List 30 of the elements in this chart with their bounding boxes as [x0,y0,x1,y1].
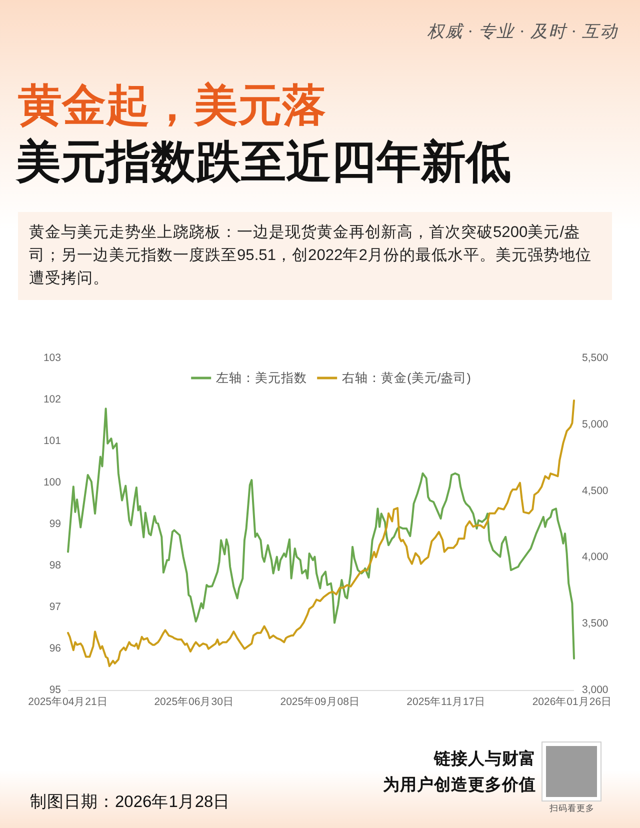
text: 扫码看更多 [548,803,596,814]
y-tick-label: 98 [49,560,62,572]
y2-tick-label: 3,000 [582,684,608,696]
y-tick-label: 100 [43,476,62,488]
y-tick-label: 96 [49,642,62,654]
text: 权威 · 专业 · 及时 · 互动 [426,21,618,43]
text: 链接人与财富 [434,749,536,769]
y-tick-label: 103 [43,352,62,364]
y-tick-label: 102 [43,394,62,406]
legend-label: 右轴：黄金(美元/盎司) [342,370,471,385]
text: 制图日期：2026年1月28日 [30,792,230,812]
y-tick-label: 95 [49,684,62,696]
legend-label: 左轴：美元指数 [216,370,308,385]
x-tick-label: 2025年04月21日 [28,696,108,708]
y2-tick-label: 5,000 [582,418,608,430]
y2-tick-label: 5,500 [582,352,608,364]
chart-title: 黄金起，美元落 [18,80,326,132]
y2-tick-label: 3,500 [582,618,608,630]
x-tick-label: 2026年01月26日 [532,696,612,708]
text: 为用户创造更多价值 [383,775,536,795]
x-tick-label: 2025年11月17日 [406,696,486,708]
text: 黄金与美元走势坐上跷跷板：一边是现货黄金再创新高，首次突破5200美元/盎司；另一边美元指数一度跌至95.51，创2022年2月份的最低水平。美元强势地位遭受拷问。 [18,212,612,300]
x-tick-label: 2025年09月08日 [280,696,360,708]
chart-subtitle: 美元指数跌至近四年新低 [16,136,511,188]
x-tick-label: 2025年06月30日 [154,696,234,708]
y-tick-label: 97 [49,601,62,613]
y-tick-label: 99 [49,518,62,530]
y2-tick-label: 4,500 [582,484,608,497]
y2-tick-label: 4,000 [582,551,608,564]
y-tick-label: 101 [43,435,62,447]
